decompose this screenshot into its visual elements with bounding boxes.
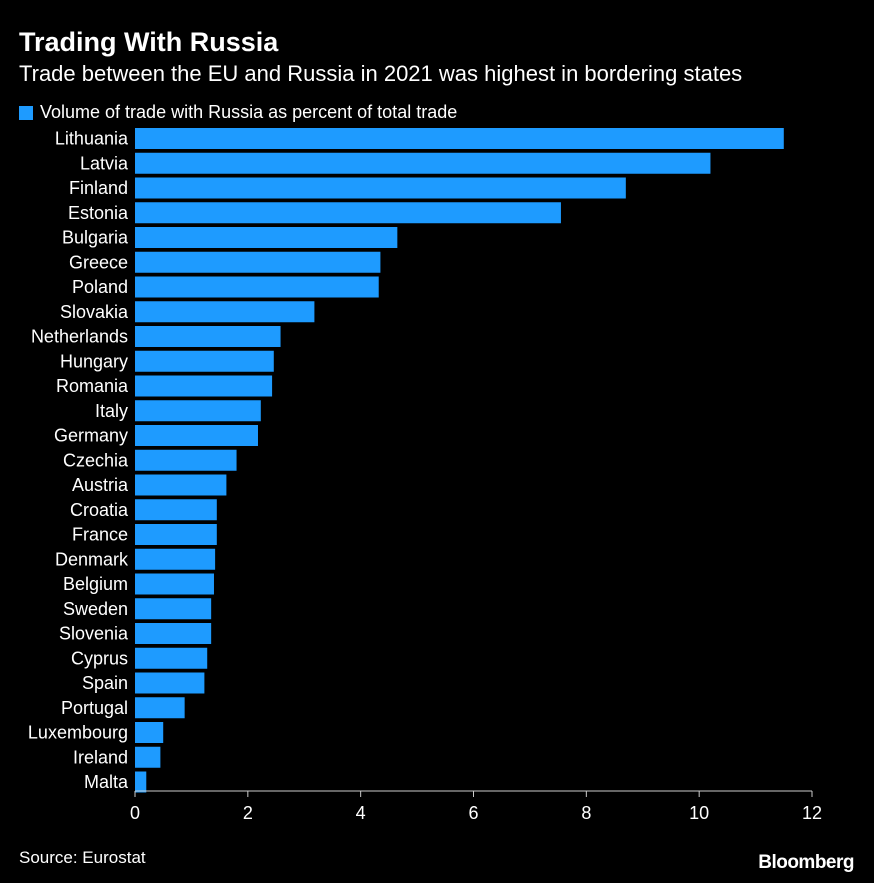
category-label: Hungary [60, 351, 128, 371]
category-label: Austria [72, 475, 129, 495]
category-label: Croatia [70, 500, 129, 520]
category-label: Ireland [73, 747, 128, 767]
category-label: Bulgaria [62, 228, 129, 248]
x-tick-label: 10 [689, 803, 709, 823]
category-label: Romania [56, 376, 129, 396]
category-label: Spain [82, 673, 128, 693]
bar [135, 425, 258, 446]
bar [135, 251, 381, 273]
bar [135, 598, 212, 620]
legend-label: Volume of trade with Russia as percent o… [40, 102, 458, 122]
category-label: Italy [95, 401, 128, 421]
bloomberg-logo: Bloomberg [758, 852, 854, 873]
bar [135, 128, 784, 149]
x-tick-label: 8 [581, 803, 591, 823]
chart-subtitle: Trade between the EU and Russia in 2021 … [19, 61, 743, 86]
category-label: France [72, 525, 128, 545]
category-label: Cyprus [71, 648, 128, 668]
bar [135, 722, 164, 743]
x-tick-label: 0 [130, 803, 140, 823]
bar [135, 276, 379, 298]
category-label: Slovakia [60, 302, 129, 322]
bar [135, 697, 185, 719]
x-tick-label: 12 [802, 803, 822, 823]
bar [135, 301, 315, 323]
bar [135, 623, 212, 644]
bar [135, 672, 205, 694]
bar [135, 400, 261, 422]
bar [135, 499, 217, 521]
category-label: Germany [54, 426, 128, 446]
category-label: Denmark [55, 549, 129, 569]
category-label: Netherlands [31, 327, 128, 347]
bar [135, 771, 147, 793]
category-label: Finland [69, 178, 128, 198]
category-label: Sweden [63, 599, 128, 619]
bar [135, 474, 227, 496]
category-label: Czechia [63, 450, 129, 470]
category-label: Belgium [63, 574, 128, 594]
bar [135, 647, 208, 669]
category-label: Malta [84, 772, 129, 792]
category-label: Lithuania [55, 129, 129, 149]
bar [135, 177, 626, 199]
x-tick-label: 4 [356, 803, 366, 823]
bar [135, 449, 237, 471]
bar [135, 524, 217, 545]
bar-chart: Lithuania Latvia Finland Estonia Bulgaria Gre… [28, 128, 822, 823]
bar [135, 548, 216, 570]
bar [135, 350, 274, 372]
x-tick-label: 6 [468, 803, 478, 823]
category-label: Latvia [80, 153, 129, 173]
bar [135, 326, 281, 347]
bar [135, 573, 214, 595]
category-label: Poland [72, 277, 128, 297]
legend-swatch [19, 105, 33, 120]
bar [135, 227, 398, 248]
category-label: Greece [69, 252, 128, 272]
chart-title: Trading With Russia [19, 27, 279, 57]
category-label: Slovenia [59, 624, 129, 644]
bar [135, 746, 161, 768]
bar [135, 202, 561, 224]
source-note: Source: Eurostat [19, 848, 146, 867]
x-tick-label: 2 [243, 803, 253, 823]
legend: Volume of trade with Russia as percent o… [19, 102, 457, 123]
bar [135, 375, 273, 397]
category-label: Estonia [68, 203, 129, 223]
bar [135, 152, 711, 174]
category-label: Luxembourg [28, 723, 128, 743]
category-label: Portugal [61, 698, 128, 718]
